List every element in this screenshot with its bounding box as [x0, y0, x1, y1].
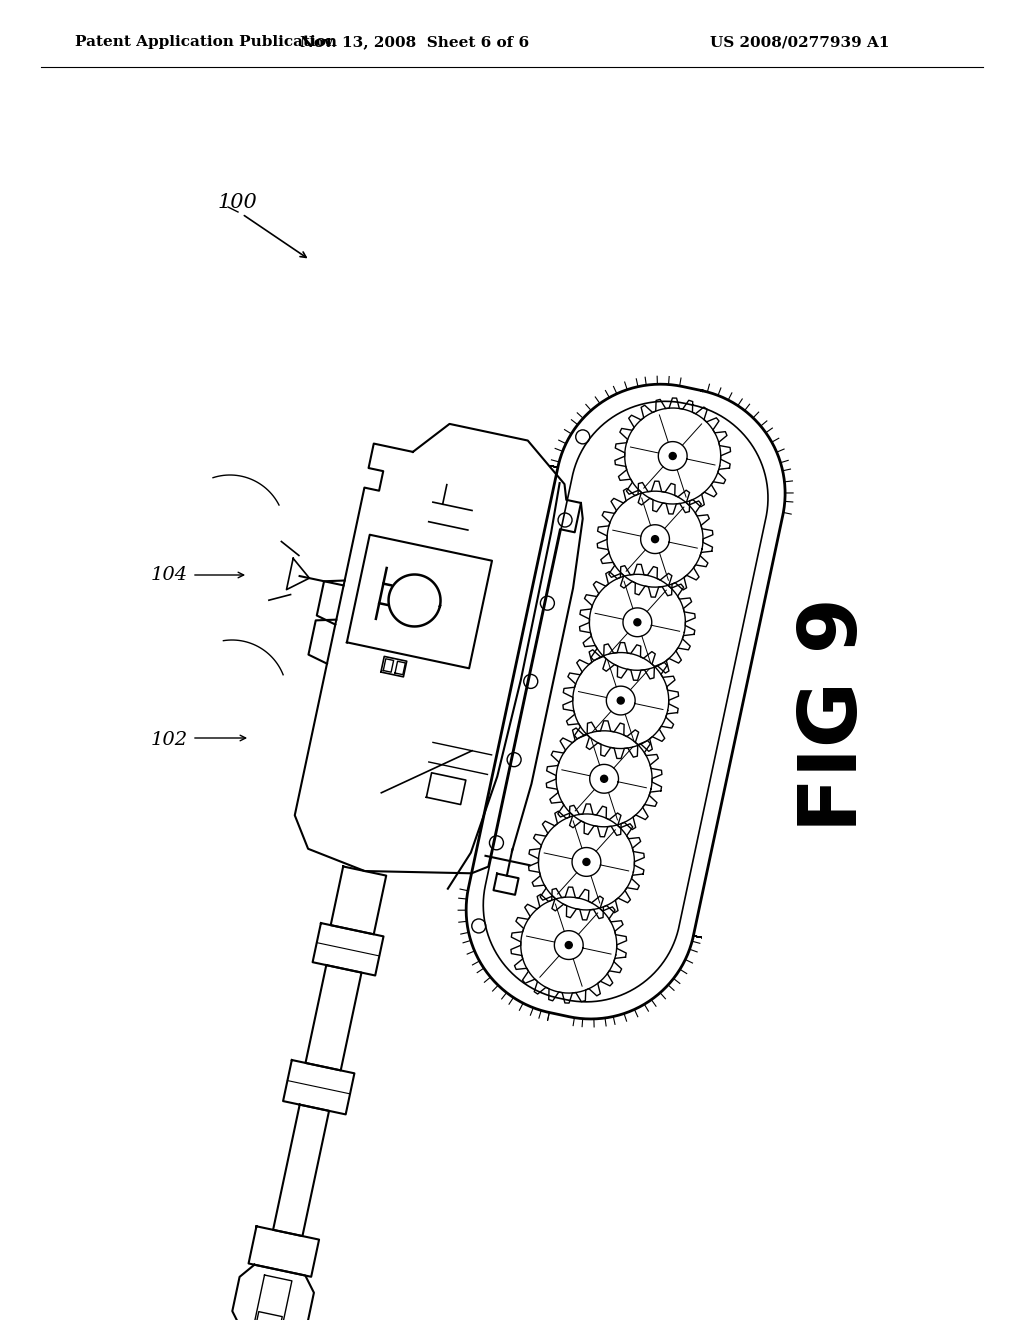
Text: US 2008/0277939 A1: US 2008/0277939 A1: [711, 36, 890, 49]
Circle shape: [651, 536, 658, 543]
Circle shape: [565, 941, 572, 949]
Text: Nov. 13, 2008  Sheet 6 of 6: Nov. 13, 2008 Sheet 6 of 6: [300, 36, 529, 49]
Text: 102: 102: [151, 731, 188, 748]
Circle shape: [617, 697, 625, 704]
Text: 100: 100: [218, 193, 258, 211]
Circle shape: [670, 453, 676, 459]
Text: Patent Application Publication: Patent Application Publication: [75, 36, 337, 49]
Circle shape: [583, 858, 590, 866]
Text: 104: 104: [151, 566, 188, 583]
Text: FIG 9: FIG 9: [796, 598, 874, 833]
Circle shape: [601, 775, 607, 783]
Circle shape: [634, 619, 641, 626]
